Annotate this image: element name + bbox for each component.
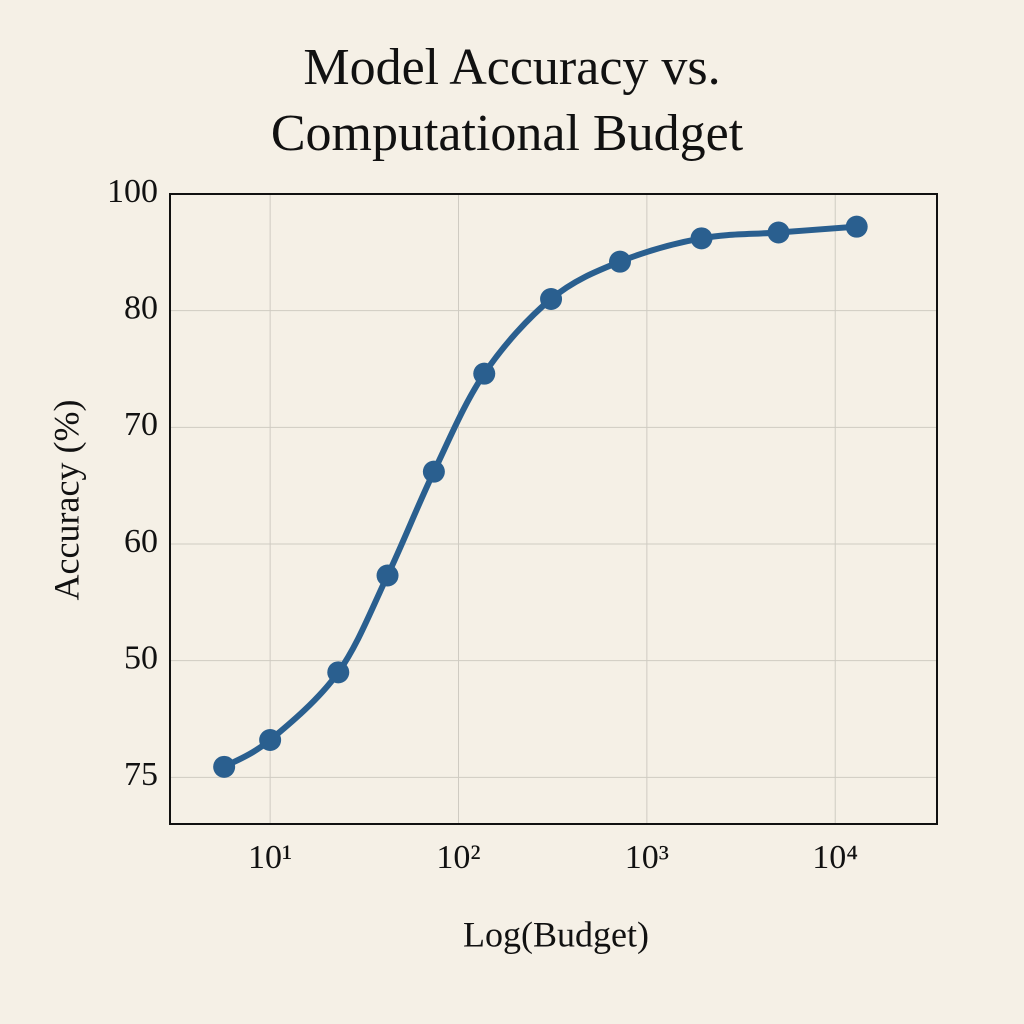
- y-tick-label: 75: [124, 756, 158, 793]
- y-tick-label: 100: [107, 173, 158, 210]
- y-tick-label: 70: [124, 406, 158, 443]
- x-tick-label: 10⁴: [812, 839, 858, 876]
- point: [213, 755, 236, 778]
- y-axis-label: Accuracy (%): [46, 400, 86, 601]
- y-tick-label: 80: [124, 289, 158, 326]
- point: [376, 564, 399, 587]
- chart-title: Model Accuracy vs.: [303, 39, 720, 96]
- x-axis-label: Log(Budget): [463, 914, 649, 954]
- x-tick-label: 10¹: [248, 839, 292, 876]
- x-tick-label: 10²: [436, 839, 480, 876]
- y-tick-label: 50: [124, 639, 158, 676]
- point: [422, 460, 445, 483]
- point: [259, 729, 282, 751]
- point: [540, 288, 563, 310]
- point: [767, 221, 790, 244]
- chart-title: Computational Budget: [271, 105, 744, 162]
- point: [327, 661, 350, 684]
- point: [608, 250, 631, 273]
- plot-frame: [169, 193, 938, 825]
- x-tick-label: 10³: [625, 839, 669, 876]
- point: [845, 215, 868, 238]
- y-tick-label: 60: [124, 523, 158, 560]
- point: [473, 362, 496, 385]
- point: [690, 227, 713, 250]
